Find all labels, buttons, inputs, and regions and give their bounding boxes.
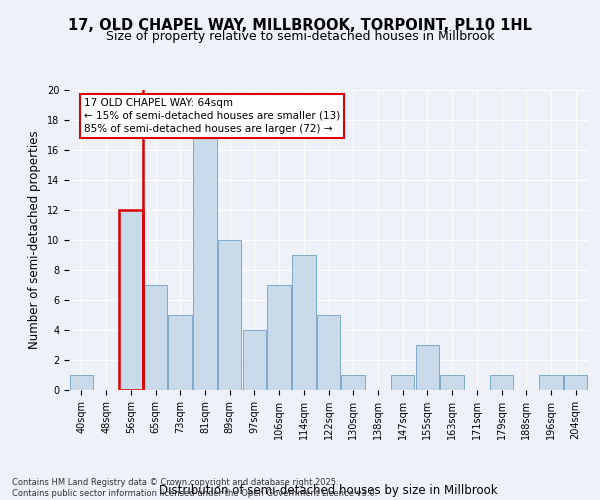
Bar	[416, 345, 439, 390]
Bar	[218, 240, 241, 390]
Bar	[391, 375, 415, 390]
Bar	[193, 135, 217, 390]
Bar	[169, 315, 192, 390]
Bar	[144, 285, 167, 390]
Bar	[292, 255, 316, 390]
Bar	[564, 375, 587, 390]
Bar	[440, 375, 464, 390]
Y-axis label: Number of semi-detached properties: Number of semi-detached properties	[28, 130, 41, 350]
Bar	[268, 285, 291, 390]
Bar	[119, 210, 143, 390]
Text: 17 OLD CHAPEL WAY: 64sqm
← 15% of semi-detached houses are smaller (13)
85% of s: 17 OLD CHAPEL WAY: 64sqm ← 15% of semi-d…	[84, 98, 340, 134]
Bar	[317, 315, 340, 390]
Bar	[490, 375, 513, 390]
Bar	[242, 330, 266, 390]
Text: Size of property relative to semi-detached houses in Millbrook: Size of property relative to semi-detach…	[106, 30, 494, 43]
X-axis label: Distribution of semi-detached houses by size in Millbrook: Distribution of semi-detached houses by …	[159, 484, 498, 496]
Text: 17, OLD CHAPEL WAY, MILLBROOK, TORPOINT, PL10 1HL: 17, OLD CHAPEL WAY, MILLBROOK, TORPOINT,…	[68, 18, 532, 32]
Text: Contains HM Land Registry data © Crown copyright and database right 2025.
Contai: Contains HM Land Registry data © Crown c…	[12, 478, 377, 498]
Bar	[341, 375, 365, 390]
Bar	[539, 375, 563, 390]
Bar	[70, 375, 93, 390]
